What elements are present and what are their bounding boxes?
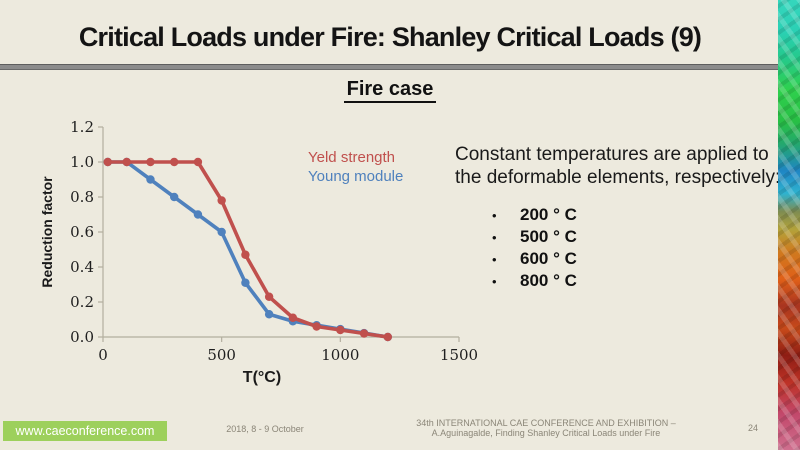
footer-website-badge: www.caeconference.com [3,421,167,441]
decorative-art-strip [778,0,800,450]
footer-date: 2018, 8 - 9 October [226,424,304,434]
data-point [146,157,155,167]
bullet-item: • 800 ° C [492,271,577,293]
bullet-icon: • [492,252,497,267]
page-title: Critical Loads under Fire: Shanley Criti… [78,22,702,52]
reduction-factor-chart: 0.0 0.2 0.4 0.6 0.8 1.0 1.2 0 500 1000 1500 T(°C) Re… [40,118,478,386]
data-point [264,292,274,301]
subtitle-fire-case: Fire case [0,78,780,103]
x-tick-label: 1000 [321,346,359,364]
data-point [241,278,250,287]
bullet-label: 800 ° C [520,271,577,290]
x-tick-label: 500 [207,346,236,364]
data-point [383,332,392,342]
data-point [146,175,155,184]
data-point [193,157,203,167]
legend-item: Young module [308,168,404,185]
data-point [312,322,321,331]
note-paragraph: Constant temperatures are applied to the… [455,144,781,188]
bullet-label: 200 ° C [520,205,577,224]
data-point [170,157,179,167]
data-point [359,329,369,338]
y-tick-label: 1.2 [70,118,94,136]
footer-conference-line1: 34th INTERNATIONAL CAE CONFERENCE AND EX… [416,418,676,428]
y-tick-label: 1.0 [70,153,94,171]
y-tick-label: 0.8 [70,188,94,206]
data-point [264,310,274,319]
footer-website-label: www.caeconference.com [15,424,155,438]
chart-legend: Yeld strength Young module [308,148,403,186]
y-tick-label: 0.4 [70,258,94,276]
data-point [103,157,112,167]
data-point [122,157,131,167]
title-divider [0,64,779,70]
x-tick-label: 0 [98,346,108,364]
bullet-icon: • [492,208,497,223]
legend-item: Yeld strength [308,149,396,166]
data-point [193,210,203,219]
footer-conference-line2: A.Aguinagalde, Finding Shanley Critical … [431,428,661,438]
series-line [105,160,390,339]
data-point [217,196,226,205]
data-point [217,227,226,237]
bullet-label: 500 ° C [520,227,577,246]
x-axis-title: T(°C) [243,369,281,386]
y-axis-title: Reduction factor [40,176,55,288]
footer-page-number: 24 [748,423,759,433]
bullet-icon: • [492,230,497,245]
bullet-item: • 200 ° C [492,205,577,227]
bullet-label: 600 ° C [520,249,577,268]
data-point [241,250,250,259]
x-tick-label: 1500 [440,346,478,364]
y-tick-label: 0.0 [70,328,94,346]
bullet-list: • 200 ° C • 500 ° C • 600 ° C • 800 ° C [492,205,577,293]
y-tick-label: 0.6 [70,223,94,241]
footer-conference: 34th INTERNATIONAL CAE CONFERENCE AND EX… [390,418,702,438]
y-tick-label: 0.2 [70,293,94,311]
bullet-icon: • [492,274,497,289]
bullet-item: • 600 ° C [492,249,577,271]
data-point [336,325,345,335]
data-point [288,313,298,322]
series-line [105,160,390,339]
bullet-item: • 500 ° C [492,227,577,249]
data-point [170,192,179,202]
